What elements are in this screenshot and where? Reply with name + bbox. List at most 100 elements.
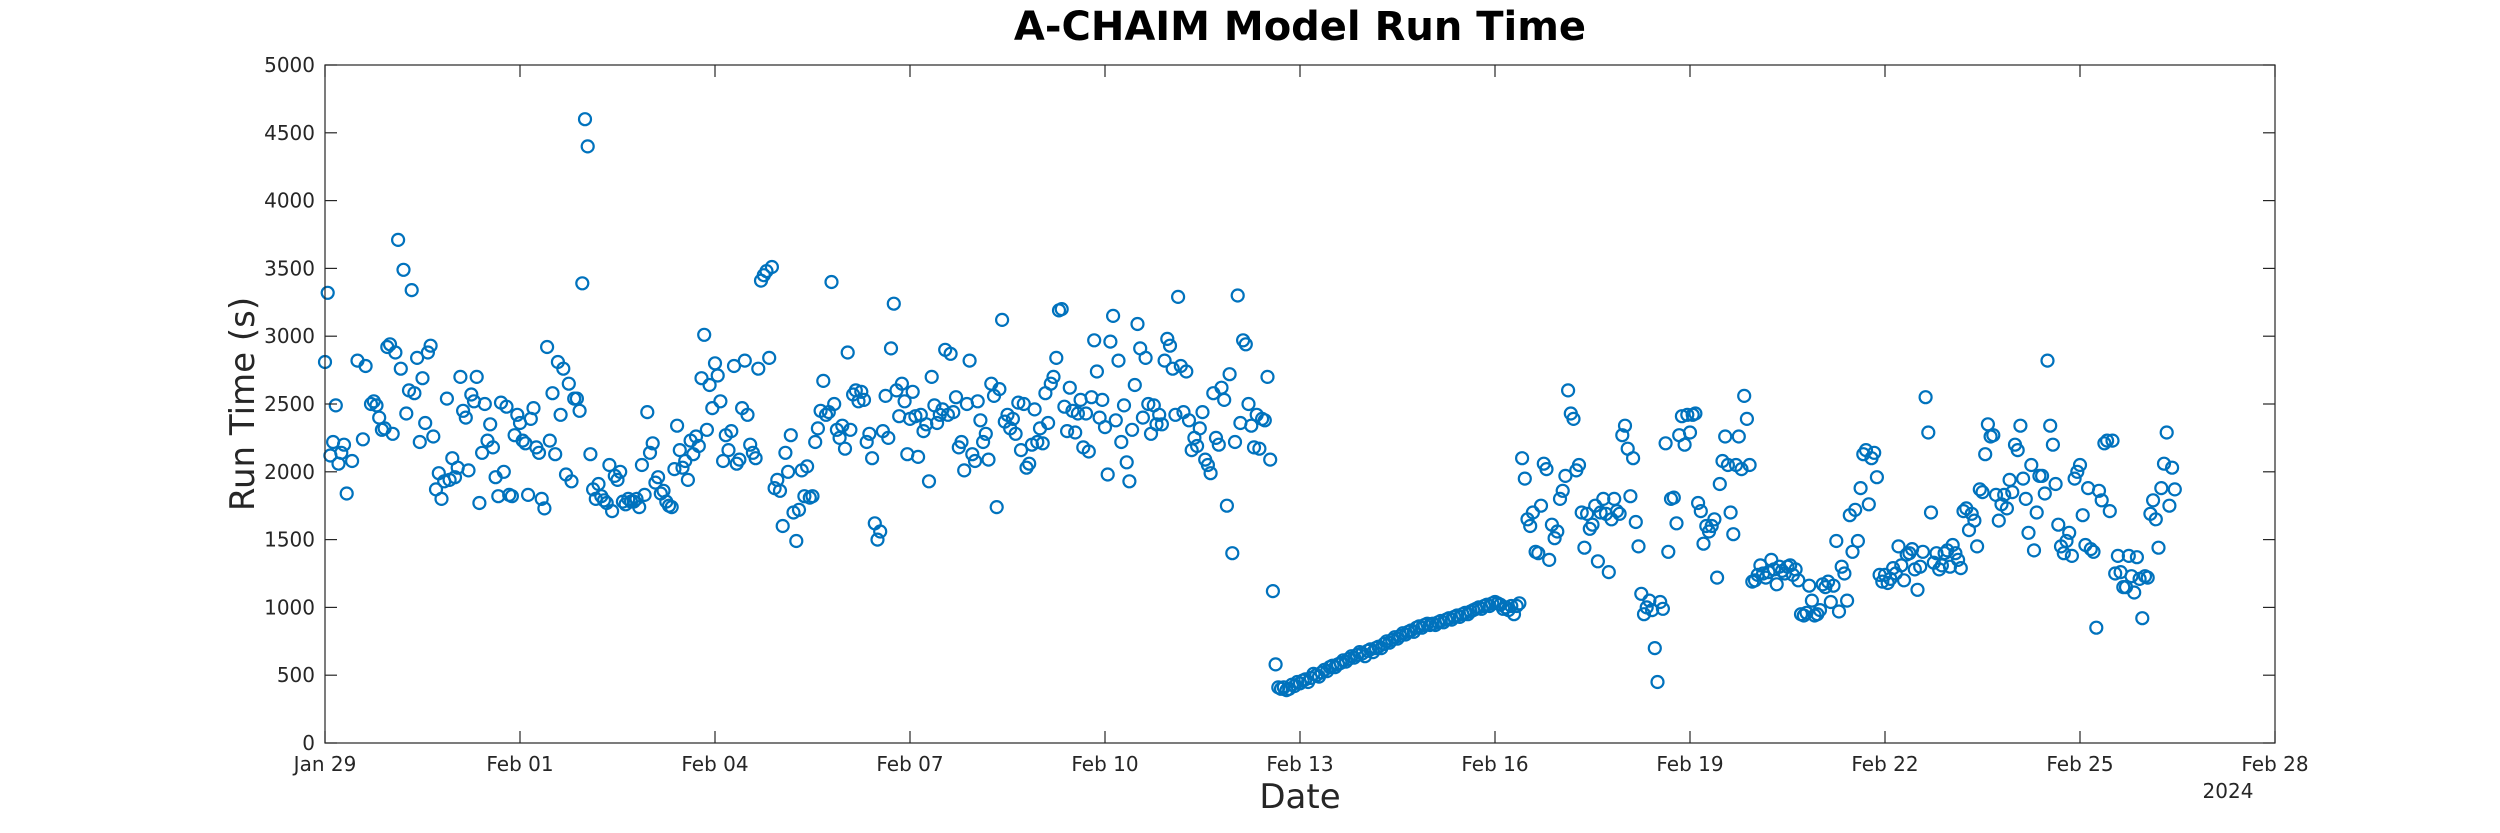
data-point xyxy=(669,418,685,433)
data-point xyxy=(1539,462,1554,477)
data-point xyxy=(1829,533,1844,549)
x-tick-label: Feb 10 xyxy=(1071,752,1138,776)
y-tick-label: 500 xyxy=(277,663,315,687)
data-point xyxy=(2083,541,2098,557)
data-point xyxy=(1016,396,1031,412)
data-point xyxy=(1723,505,1738,520)
data-point xyxy=(632,500,647,515)
data-point xyxy=(1097,420,1113,435)
data-point xyxy=(1257,413,1272,428)
x-tick-label: Feb 25 xyxy=(2046,752,2113,776)
data-point xyxy=(1796,608,1811,623)
data-point xyxy=(1200,457,1216,473)
data-point xyxy=(1734,462,1749,477)
x-tick-label: Feb 13 xyxy=(1266,752,1333,776)
data-point xyxy=(561,376,576,391)
data-point xyxy=(2140,570,2155,585)
x-tick-label: Feb 16 xyxy=(1461,752,1528,776)
data-point xyxy=(1579,506,1595,521)
data-point xyxy=(1078,406,1094,421)
data-point xyxy=(1690,495,1706,511)
data-point xyxy=(710,368,725,383)
data-point xyxy=(808,434,823,450)
data-point xyxy=(1211,437,1226,452)
data-point xyxy=(499,399,514,414)
data-point xyxy=(699,422,715,437)
data-point xyxy=(2075,508,2090,523)
data-point xyxy=(721,443,736,458)
data-point xyxy=(1945,537,1960,553)
data-point xyxy=(464,387,479,402)
data-point xyxy=(1969,539,1985,554)
data-point xyxy=(583,447,598,462)
data-point xyxy=(1804,593,1820,608)
data-point xyxy=(418,415,433,431)
data-point xyxy=(1222,367,1237,382)
data-point xyxy=(2156,456,2172,471)
data-point xyxy=(1127,377,1142,393)
data-point xyxy=(948,390,964,405)
data-point xyxy=(577,112,593,127)
data-point xyxy=(1625,451,1641,466)
data-point xyxy=(1049,350,1064,365)
data-point xyxy=(1696,536,1711,551)
data-point xyxy=(396,262,411,277)
data-point xyxy=(1531,546,1546,561)
data-point xyxy=(355,432,370,447)
data-point xyxy=(1062,380,1077,395)
data-point xyxy=(1861,497,1876,512)
data-point xyxy=(864,451,880,466)
data-point xyxy=(1260,369,1275,384)
data-point xyxy=(1030,434,1045,450)
data-point xyxy=(634,457,650,473)
y-axis-title: Run Time (s) xyxy=(223,297,263,511)
data-point xyxy=(1384,632,1400,648)
data-point xyxy=(531,445,547,460)
data-point xyxy=(2015,471,2031,486)
data-point xyxy=(989,500,1004,515)
data-point xyxy=(1504,598,1519,614)
data-point xyxy=(854,384,869,399)
data-point xyxy=(726,358,742,374)
data-point xyxy=(1653,594,1668,610)
data-point xyxy=(1812,602,1828,618)
data-point xyxy=(789,533,804,549)
data-point xyxy=(702,377,717,393)
data-point xyxy=(385,426,400,441)
data-point xyxy=(2105,433,2120,448)
data-point xyxy=(1628,514,1643,530)
data-point xyxy=(1953,560,1968,576)
data-point xyxy=(978,426,993,441)
data-point xyxy=(1896,573,1912,588)
data-point xyxy=(894,376,910,391)
data-point xyxy=(1165,361,1180,376)
data-point xyxy=(751,361,766,376)
data-point xyxy=(423,338,438,353)
data-point xyxy=(1986,428,2001,443)
data-point xyxy=(399,406,414,421)
data-point xyxy=(1742,457,1757,473)
data-point xyxy=(1918,390,1933,405)
data-point xyxy=(1978,447,1993,462)
data-point xyxy=(2094,493,2109,508)
x-tick-label: Feb 01 xyxy=(486,752,553,776)
data-point xyxy=(1119,455,1134,470)
data-point xyxy=(929,415,945,431)
data-point xyxy=(1720,457,1736,473)
x-axis-year-label: 2024 xyxy=(2203,779,2254,803)
data-point xyxy=(1027,402,1042,417)
data-point xyxy=(537,501,552,516)
data-point xyxy=(1040,415,1056,431)
data-point xyxy=(2148,512,2163,527)
data-point xyxy=(740,407,755,422)
data-point xyxy=(2154,481,2169,496)
data-point xyxy=(724,424,739,439)
data-point xyxy=(840,345,855,360)
data-point xyxy=(1623,489,1638,504)
data-point xyxy=(1100,467,1115,482)
data-point xyxy=(851,394,866,409)
data-point xyxy=(1680,407,1695,422)
data-point xyxy=(434,491,449,506)
data-point xyxy=(539,339,555,355)
data-point xyxy=(2097,436,2112,451)
